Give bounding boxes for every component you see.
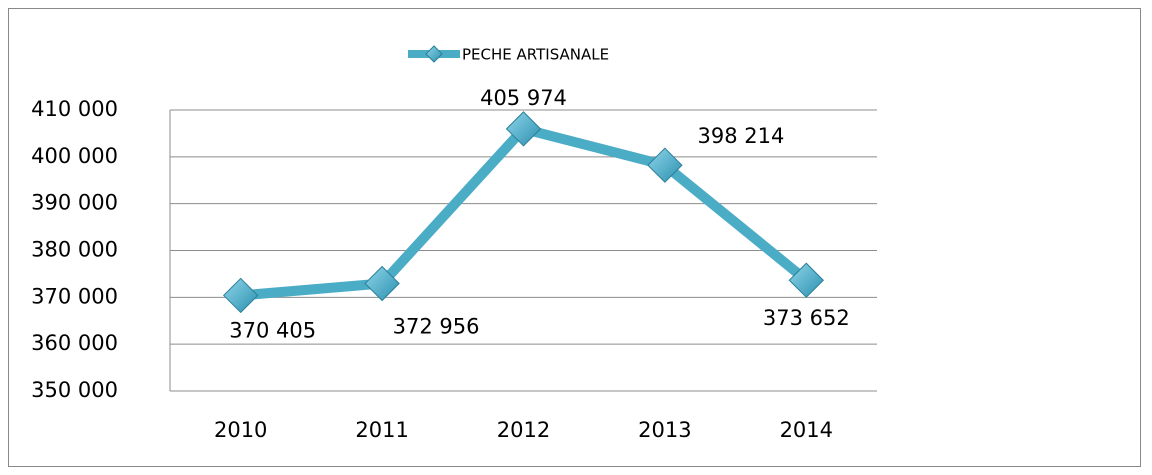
y-tick-label: 360 000 bbox=[31, 331, 118, 355]
x-tick-label: 2011 bbox=[355, 418, 408, 442]
marker bbox=[505, 111, 542, 147]
x-tick-label: 2010 bbox=[214, 418, 267, 442]
x-tick-label: 2012 bbox=[497, 418, 550, 442]
data-label: 405 974 bbox=[480, 86, 567, 110]
data-label: 372 956 bbox=[393, 314, 480, 338]
marker bbox=[364, 265, 400, 302]
data-label: 398 214 bbox=[697, 124, 784, 148]
y-tick-label: 390 000 bbox=[31, 191, 118, 215]
y-tick-label: 370 000 bbox=[31, 284, 118, 308]
marker bbox=[222, 277, 259, 314]
y-tick-label: 400 000 bbox=[31, 144, 118, 168]
legend-label: PECHE ARTISANALE bbox=[462, 46, 609, 64]
y-tick-label: 410 000 bbox=[31, 97, 118, 121]
x-tick-label: 2014 bbox=[780, 418, 833, 442]
chart-border bbox=[8, 8, 1141, 467]
legend-marker bbox=[425, 45, 443, 63]
x-tick-label: 2013 bbox=[638, 418, 691, 442]
marker bbox=[788, 262, 825, 298]
data-label: 373 652 bbox=[763, 306, 850, 330]
y-tick-label: 380 000 bbox=[31, 238, 118, 262]
marker bbox=[647, 147, 683, 183]
y-tick-label: 350 000 bbox=[31, 378, 118, 402]
data-label: 370 405 bbox=[229, 318, 316, 342]
